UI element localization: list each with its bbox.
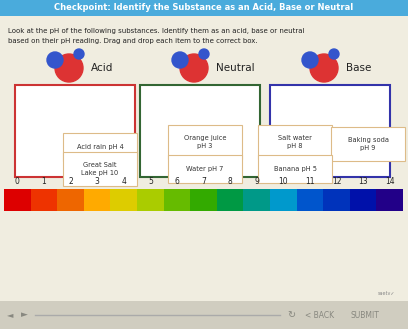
FancyBboxPatch shape <box>111 189 137 211</box>
Text: Baking soda
pH 9: Baking soda pH 9 <box>348 137 388 151</box>
Text: 11: 11 <box>305 178 315 187</box>
FancyBboxPatch shape <box>190 189 217 211</box>
Text: 13: 13 <box>358 178 368 187</box>
Text: 3: 3 <box>95 178 100 187</box>
Text: 0: 0 <box>15 178 20 187</box>
Text: Salt water
pH 8: Salt water pH 8 <box>278 135 312 149</box>
Text: Neutral: Neutral <box>216 63 255 73</box>
Text: 10: 10 <box>279 178 288 187</box>
Text: 5: 5 <box>148 178 153 187</box>
Circle shape <box>172 52 188 68</box>
FancyBboxPatch shape <box>140 85 260 177</box>
FancyBboxPatch shape <box>57 189 84 211</box>
Text: 4: 4 <box>121 178 126 187</box>
FancyBboxPatch shape <box>63 133 137 161</box>
Text: ►: ► <box>20 311 27 319</box>
Text: Base: Base <box>346 63 371 73</box>
Circle shape <box>329 49 339 59</box>
Circle shape <box>55 54 83 82</box>
Text: based on their pH reading. Drag and drop each item to the correct box.: based on their pH reading. Drag and drop… <box>8 38 257 44</box>
FancyBboxPatch shape <box>0 0 408 16</box>
Text: 7: 7 <box>201 178 206 187</box>
Circle shape <box>180 54 208 82</box>
Text: ↻: ↻ <box>287 310 295 320</box>
FancyBboxPatch shape <box>168 125 242 159</box>
FancyBboxPatch shape <box>137 189 164 211</box>
FancyBboxPatch shape <box>377 189 403 211</box>
FancyBboxPatch shape <box>15 85 135 177</box>
FancyBboxPatch shape <box>0 301 408 329</box>
Text: Acid: Acid <box>91 63 113 73</box>
Circle shape <box>199 49 209 59</box>
FancyBboxPatch shape <box>0 16 408 329</box>
Text: 6: 6 <box>175 178 180 187</box>
FancyBboxPatch shape <box>270 85 390 177</box>
Text: < BACK: < BACK <box>306 311 335 319</box>
Text: saetv✓: saetv✓ <box>377 291 395 296</box>
FancyBboxPatch shape <box>323 189 350 211</box>
FancyBboxPatch shape <box>84 189 111 211</box>
FancyBboxPatch shape <box>168 155 242 183</box>
FancyBboxPatch shape <box>297 189 323 211</box>
Text: 14: 14 <box>385 178 395 187</box>
FancyBboxPatch shape <box>258 125 332 159</box>
Text: 9: 9 <box>254 178 259 187</box>
FancyBboxPatch shape <box>31 189 57 211</box>
Text: 12: 12 <box>332 178 341 187</box>
FancyBboxPatch shape <box>63 152 137 186</box>
Text: 1: 1 <box>42 178 46 187</box>
FancyBboxPatch shape <box>217 189 244 211</box>
Text: Water pH 7: Water pH 7 <box>186 166 224 172</box>
Text: 2: 2 <box>68 178 73 187</box>
Text: 8: 8 <box>228 178 233 187</box>
Text: ◄: ◄ <box>7 311 13 319</box>
Text: Look at the pH of the following substances. Identify them as an acid, base or ne: Look at the pH of the following substanc… <box>8 28 304 34</box>
Text: Acid rain pH 4: Acid rain pH 4 <box>77 144 124 150</box>
FancyBboxPatch shape <box>258 155 332 183</box>
FancyBboxPatch shape <box>164 189 190 211</box>
FancyBboxPatch shape <box>270 189 297 211</box>
FancyBboxPatch shape <box>244 189 270 211</box>
Text: SUBMIT: SUBMIT <box>350 311 379 319</box>
FancyBboxPatch shape <box>4 189 31 211</box>
Circle shape <box>302 52 318 68</box>
Text: Checkpoint: Identify the Substance as an Acid, Base or Neutral: Checkpoint: Identify the Substance as an… <box>54 4 354 13</box>
Text: Great Salt
Lake pH 10: Great Salt Lake pH 10 <box>81 162 119 176</box>
Text: Banana pH 5: Banana pH 5 <box>273 166 317 172</box>
FancyBboxPatch shape <box>350 189 377 211</box>
FancyBboxPatch shape <box>331 127 405 161</box>
Circle shape <box>310 54 338 82</box>
Circle shape <box>74 49 84 59</box>
Text: Orange juice
pH 3: Orange juice pH 3 <box>184 135 226 149</box>
Circle shape <box>47 52 63 68</box>
